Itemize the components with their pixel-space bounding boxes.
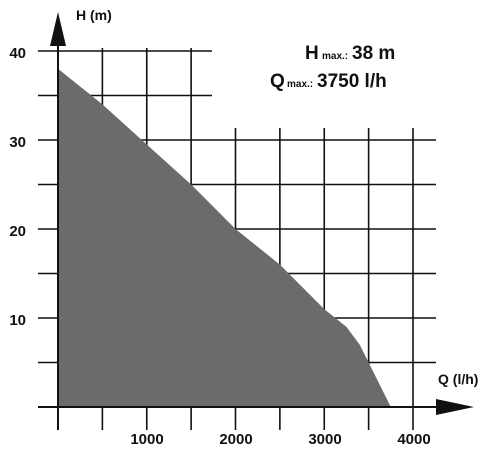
- hmax-sub: max.:: [322, 51, 348, 62]
- hmax-value: 38 m: [352, 43, 395, 64]
- axes: [38, 12, 474, 430]
- x-tick-label: 2000: [219, 431, 252, 448]
- x-tick-label: 4000: [397, 431, 430, 448]
- y-axis-title: H (m): [76, 7, 112, 23]
- x-tick-label: 1000: [130, 431, 163, 448]
- y-tick-label: 20: [9, 223, 26, 240]
- y-tick-label: 10: [9, 312, 26, 329]
- qmax-sub: max.:: [287, 79, 313, 90]
- y-axis-arrow: [50, 12, 66, 46]
- x-tick-label: 3000: [308, 431, 341, 448]
- qmax-annotation: Q max.: 3750 l/h: [270, 71, 387, 92]
- x-axis-title: Q (l/h): [438, 371, 478, 387]
- y-tick-labels: 10 20 30 40: [9, 45, 26, 329]
- x-tick-labels: 1000 2000 3000 4000: [130, 431, 430, 448]
- hmax-annotation: H max.: 38 m: [305, 43, 395, 64]
- performance-area: [58, 68, 391, 408]
- y-tick-label: 30: [9, 134, 26, 151]
- x-axis-arrow: [436, 399, 474, 415]
- hmax-prefix: H: [305, 43, 319, 64]
- qmax-prefix: Q: [270, 71, 285, 92]
- y-tick-label: 40: [9, 45, 26, 62]
- qmax-value: 3750 l/h: [317, 71, 387, 92]
